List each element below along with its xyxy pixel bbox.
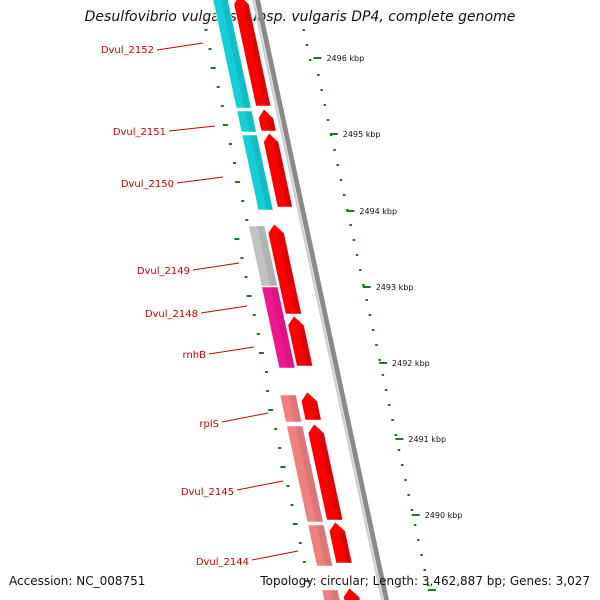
- gene-label: Dvul_2149: [137, 266, 190, 277]
- reverse-gene-shade: [250, 135, 274, 210]
- reverse-gene-shade: [245, 111, 257, 132]
- forward-gene-arrow: [263, 132, 293, 208]
- forward-gene-shade: [317, 433, 343, 520]
- accession: Accession: NC_008751: [9, 574, 146, 588]
- reverse-gene-block: [279, 394, 303, 423]
- reverse-gene-shade: [330, 590, 341, 600]
- gene-label: rnhB: [183, 350, 207, 361]
- forward-gene-arrow: [287, 315, 314, 367]
- gene-label: Dvul_2151: [113, 127, 166, 138]
- forward-gene-shade: [338, 531, 353, 563]
- reverse-gene-shade: [295, 426, 324, 522]
- label-leader-line: [221, 412, 269, 423]
- kbp-ticks: 2496 kbp 2495 kbp 2494 kbp 2493 kbp 2492 kbp…: [313, 54, 463, 591]
- label-leader-line: [192, 262, 240, 271]
- label-leader-line: [208, 346, 255, 355]
- label-leader-line: [251, 550, 299, 561]
- reverse-gene-shade: [221, 0, 252, 108]
- map-title: Desulfovibrio vulgaris subsp. vulgaris D…: [84, 9, 516, 25]
- kbp-label: 2492 kbp: [392, 359, 430, 368]
- label-leader-line: [168, 125, 216, 132]
- gene-label: rplS: [199, 419, 219, 430]
- kbp-label: 2495 kbp: [343, 130, 381, 139]
- gene-label: Dvul_2148: [145, 309, 198, 320]
- reverse-gene-shade: [288, 395, 302, 422]
- reverse-gene-block: [248, 225, 278, 287]
- forward-gene-shade: [297, 325, 313, 366]
- label-leader-line: [200, 305, 248, 314]
- reverse-gene-shade: [316, 525, 333, 566]
- gene-labels: Dvul_2152 Dvul_2151 Dvul_2150 Dvul_2149 Dvul…: [101, 45, 249, 568]
- backbone-line: [255, 0, 389, 600]
- reverse-strand-track: [212, 0, 341, 600]
- forward-strand-track: [233, 0, 361, 600]
- forward-gene-shade: [272, 142, 293, 207]
- reverse-gene-block: [236, 110, 257, 133]
- label-leaders: [156, 42, 299, 561]
- forward-gene-arrow: [267, 223, 302, 315]
- gene-label: Dvul_2150: [121, 179, 174, 190]
- reverse-gene-block: [212, 0, 252, 109]
- forward-gene-shade: [277, 233, 302, 314]
- forward-gene-shade: [242, 4, 271, 106]
- genome-summary: Topology: circular; Length: 3,462,887 bp…: [260, 574, 590, 588]
- forward-gene-shade: [310, 401, 322, 420]
- reverse-gene-shade: [270, 287, 296, 368]
- kbp-label: 2493 kbp: [376, 283, 414, 292]
- gene-label: Dvul_2152: [101, 45, 154, 56]
- genome-backbone: [252, 0, 389, 600]
- kbp-label: 2491 kbp: [408, 435, 446, 444]
- forward-gene-arrow: [307, 423, 344, 521]
- reverse-gene-block: [307, 524, 334, 567]
- gene-label: Dvul_2144: [196, 557, 249, 568]
- kbp-label: 2496 kbp: [326, 54, 364, 63]
- kbp-label: 2490 kbp: [425, 511, 463, 520]
- label-leader-line: [156, 42, 204, 51]
- kbp-label: 2494 kbp: [359, 207, 397, 216]
- reverse-gene-block: [261, 286, 296, 369]
- forward-gene-shade: [267, 118, 277, 131]
- reverse-gene-block: [286, 425, 324, 523]
- inner-gc-ticks: [204, 29, 310, 582]
- gene-label: Dvul_2145: [181, 487, 234, 498]
- forward-gene-arrow: [233, 0, 272, 107]
- label-leader-line: [236, 480, 284, 491]
- forward-gene-arrow: [300, 391, 322, 421]
- reverse-gene-block: [241, 134, 274, 211]
- backbone-highlight: [252, 0, 384, 600]
- forward-gene-shade: [352, 597, 361, 600]
- forward-gene-arrow: [258, 108, 277, 132]
- reverse-gene-block: [321, 589, 341, 600]
- forward-gene-arrow: [343, 587, 361, 600]
- forward-gene-arrow: [328, 521, 353, 564]
- label-leader-line: [176, 176, 224, 184]
- reverse-gene-shade: [257, 226, 278, 286]
